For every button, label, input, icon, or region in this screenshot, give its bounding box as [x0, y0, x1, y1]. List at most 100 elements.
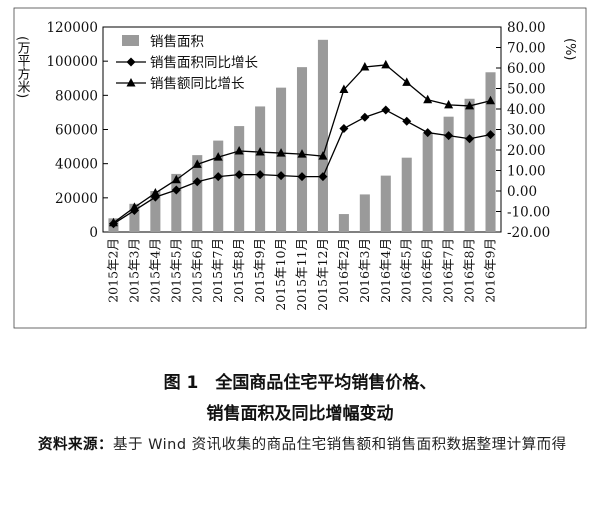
marker-销售额同比增长	[465, 100, 475, 110]
right-axis-tick-label: 50.00	[507, 82, 546, 98]
marker-销售额同比增长	[213, 152, 223, 161]
bar-销售面积	[401, 157, 412, 232]
marker-销售面积同比增长	[318, 172, 328, 182]
x-tick-label: 2015年7月	[210, 238, 225, 303]
right-axis-tick-label: 0.00	[507, 184, 537, 200]
source-text: 基于 Wind 资讯收集的商品住宅销售额和销售面积数据整理计算而得	[113, 437, 567, 453]
x-tick-label: 2015年9月	[252, 238, 267, 303]
bar-销售面积	[338, 214, 349, 232]
marker-销售面积同比增长	[255, 170, 265, 180]
right-axis-tick-label: 70.00	[507, 41, 546, 57]
x-tick-label: 2016年6月	[420, 238, 435, 303]
left-axis-tick-label: 80000	[55, 88, 98, 104]
bar-销售面积	[213, 140, 224, 232]
x-tick-label: 2015年4月	[147, 238, 162, 303]
marker-销售额同比增长	[234, 146, 244, 155]
marker-销售额同比增长	[381, 59, 391, 69]
bar-销售面积	[464, 98, 475, 232]
marker-销售额同比增长	[129, 202, 139, 211]
marker-销售面积同比增长	[276, 171, 286, 181]
x-tick-label: 2016年7月	[441, 238, 456, 303]
x-tick-label: 2015年8月	[231, 238, 246, 303]
bar-销售面积	[359, 194, 370, 232]
legend-label-销售面积: 销售面积	[150, 34, 204, 50]
marker-销售额同比增长	[360, 61, 370, 71]
marker-销售面积同比增长	[423, 128, 433, 138]
marker-销售额同比增长	[486, 95, 496, 105]
x-tick-label: 2016年8月	[462, 238, 477, 303]
marker-销售面积同比增长	[381, 105, 391, 115]
right-axis-tick-label: -10.00	[507, 205, 550, 221]
bar-销售面积	[443, 116, 454, 232]
bar-销售面积	[422, 132, 433, 232]
marker-销售额同比增长	[171, 174, 181, 184]
marker-销售面积同比增长	[486, 130, 496, 140]
bar-销售面积	[150, 191, 161, 232]
right-axis-tick-label: 30.00	[507, 123, 546, 139]
marker-销售额同比增长	[423, 94, 433, 104]
source-note: 资料来源：基于 Wind 资讯收集的商品住宅销售额和销售面积数据整理计算而得	[10, 430, 590, 460]
left-axis-tick-label: 20000	[55, 191, 98, 207]
bar-销售面积	[485, 72, 496, 232]
left-axis-tick-label: 60000	[55, 123, 98, 139]
marker-销售额同比增长	[339, 84, 349, 94]
marker-销售面积同比增长	[297, 172, 307, 182]
marker-销售额同比增长	[444, 99, 454, 109]
x-tick-label: 2016年5月	[399, 238, 414, 303]
marker-销售额同比增长	[297, 149, 307, 158]
x-tick-label: 2015年2月	[105, 238, 120, 303]
marker-销售额同比增长	[318, 151, 328, 160]
left-axis-tick-label: 100000	[46, 54, 98, 70]
left-axis-tick-label: 40000	[55, 157, 98, 173]
legend-marker-销售额同比增长	[126, 78, 136, 87]
marker-销售面积同比增长	[213, 172, 223, 182]
marker-销售面积同比增长	[444, 131, 454, 141]
x-tick-label: 2015年11月	[294, 238, 309, 311]
legend-label-销售额同比增长: 销售额同比增长	[150, 76, 245, 92]
marker-销售额同比增长	[255, 147, 265, 156]
x-tick-label: 2016年9月	[483, 238, 498, 303]
bar-销售面积	[171, 173, 182, 232]
left-axis-title: (万平方米)	[15, 36, 31, 98]
right-axis-tick-label: 40.00	[507, 102, 546, 118]
right-axis-tick-label: 60.00	[507, 61, 546, 77]
marker-销售面积同比增长	[465, 134, 475, 144]
x-tick-label: 2015年6月	[189, 238, 204, 303]
legend-swatch-销售面积	[122, 35, 139, 46]
left-axis-tick-label: 0	[89, 225, 98, 241]
x-tick-label: 2015年12月	[315, 238, 330, 311]
left-axis-tick-label: 120000	[46, 20, 98, 36]
x-tick-label: 2015年5月	[168, 238, 183, 303]
chart-container: 0 20000 40000 60000 80000 100000 120000 -20.00 -…	[13, 7, 587, 329]
legend-label-销售面积同比增长: 销售面积同比增长	[150, 55, 258, 71]
combo-chart: 0 20000 40000 60000 80000 100000 120000 -20.00 -…	[13, 7, 587, 329]
marker-销售面积同比增长	[171, 185, 181, 195]
right-axis-tick-label: 80.00	[507, 20, 546, 36]
x-tick-label: 2016年4月	[378, 238, 393, 303]
marker-销售额同比增长	[276, 148, 286, 157]
bar-销售面积	[317, 39, 328, 232]
marker-销售面积同比增长	[402, 116, 412, 126]
marker-销售额同比增长	[150, 188, 160, 197]
figure-caption-line-1: 图 1 全国商品住宅平均销售价格、	[163, 373, 437, 393]
chart-border	[13, 7, 587, 329]
x-tick-label: 2015年3月	[126, 238, 141, 303]
marker-销售面积同比增长	[234, 170, 244, 180]
marker-销售面积同比增长	[192, 177, 202, 187]
marker-销售面积同比增长	[360, 112, 370, 122]
bar-销售面积	[192, 155, 203, 232]
bar-销售面积	[380, 175, 391, 232]
legend-marker-销售面积同比增长	[126, 57, 136, 67]
right-axis-title: (%)	[562, 38, 577, 61]
marker-销售额同比增长	[108, 217, 118, 227]
bar-销售面积	[276, 87, 287, 232]
x-tick-label: 2016年2月	[336, 238, 351, 303]
marker-销售额同比增长	[402, 77, 412, 86]
marker-销售额同比增长	[192, 159, 202, 168]
marker-销售面积同比增长	[339, 123, 349, 133]
figure-caption-line-2: 销售面积及同比增幅变动	[206, 404, 394, 424]
right-axis-tick-label: -20.00	[507, 225, 550, 241]
source-label: 资料来源：	[38, 437, 113, 453]
bar-销售面积	[129, 203, 140, 232]
x-tick-label: 2015年10月	[273, 238, 288, 311]
